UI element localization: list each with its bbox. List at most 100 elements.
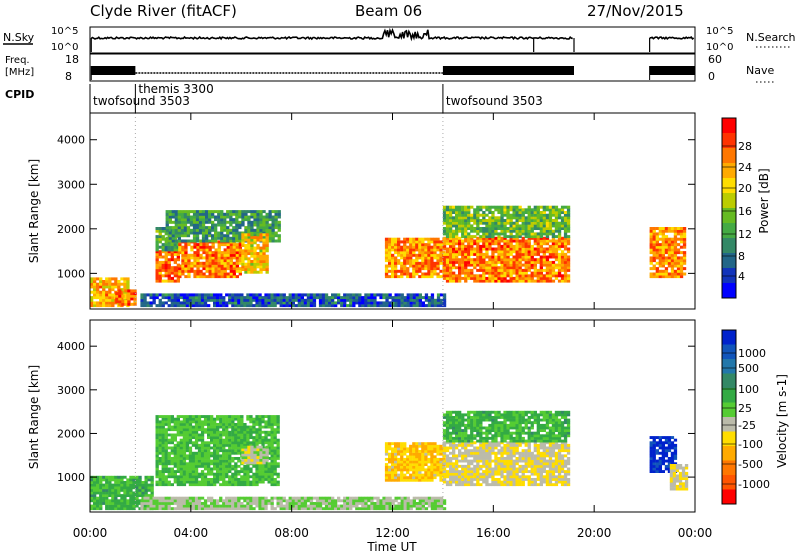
heatmap-cell [180, 226, 185, 230]
heatmap-cell [658, 261, 662, 265]
heatmap-cell [261, 504, 265, 508]
heatmap-cell [673, 256, 678, 260]
heatmap-cell [199, 243, 203, 247]
heatmap-cell [536, 208, 540, 212]
heatmap-cell [391, 499, 395, 503]
heatmap-cell [515, 232, 519, 236]
heatmap-cell [403, 473, 407, 477]
heatmap-cell [306, 301, 311, 305]
heatmap-cell [664, 275, 669, 279]
heatmap-cell [231, 425, 235, 429]
heatmap-cell [205, 243, 209, 247]
heatmap-cell [108, 280, 112, 283]
heatmap-cell [424, 267, 428, 271]
heatmap-cell [220, 215, 224, 219]
heatmap-cell [256, 252, 260, 255]
heatmap-cell [244, 215, 248, 219]
heatmap-cell [455, 221, 459, 225]
heatmap-cell [102, 496, 106, 500]
heatmap-cell [249, 480, 253, 484]
heatmap-cell [250, 244, 254, 247]
heatmap-cell [243, 298, 247, 302]
heatmap-cell [155, 425, 159, 429]
heatmap-cell [430, 507, 435, 511]
heatmap-cell [455, 274, 459, 278]
heatmap-cell [173, 449, 177, 453]
heatmap-cell [264, 304, 268, 308]
heatmap-cell [181, 261, 185, 265]
heatmap-cell [384, 478, 389, 482]
heatmap-cell [409, 253, 413, 257]
heatmap-cell [403, 253, 407, 257]
heatmap-cell [158, 293, 162, 297]
heatmap-cell [445, 239, 450, 243]
heatmap-cell [433, 507, 438, 511]
heatmap-cell [452, 276, 456, 280]
heatmap-cell [262, 265, 266, 269]
heatmap-cell [503, 235, 507, 239]
heatmap-cell [265, 235, 269, 239]
heatmap-cell [213, 438, 217, 442]
heatmap-cell [530, 244, 534, 248]
heatmap-cell [273, 428, 277, 432]
heatmap-cell [442, 268, 447, 272]
heatmap-cell [394, 261, 398, 265]
heatmap-cell [557, 274, 562, 278]
heatmap-cell [566, 274, 571, 278]
heatmap-cell [264, 507, 268, 511]
heatmap-cell [237, 417, 241, 421]
heatmap-cell [173, 258, 177, 262]
heatmap-cell [193, 259, 197, 263]
heatmap-cell [170, 470, 174, 473]
heatmap-cell [246, 304, 250, 308]
heatmap-cell [485, 205, 489, 209]
heatmap-cell [388, 499, 392, 503]
heatmap-cell [673, 251, 678, 255]
heatmap-cell [176, 433, 180, 437]
heatmap-cell [259, 453, 263, 457]
heatmap-cell [355, 507, 359, 511]
heatmap-cell [102, 290, 106, 294]
heatmap-cell [276, 441, 280, 445]
heatmap-cell [400, 251, 404, 255]
heatmap-cell [461, 219, 465, 222]
heatmap-cell [231, 475, 235, 479]
heatmap-cell [210, 462, 214, 466]
heatmap-cell [358, 502, 362, 505]
heatmap-cell [185, 298, 190, 302]
heatmap-cell [518, 244, 522, 248]
heatmap-cell [442, 502, 447, 505]
heatmap-cell [117, 481, 121, 484]
heatmap-cell [391, 267, 395, 271]
heatmap-cell [203, 423, 208, 426]
heatmap-cell [222, 499, 226, 503]
heatmap-cell [518, 250, 522, 254]
heatmap-cell [497, 250, 501, 254]
heatmap-cell [548, 279, 553, 283]
heatmap-cell [185, 504, 190, 508]
heatmap-cell [458, 227, 462, 230]
heatmap-cell [282, 507, 286, 511]
heatmap-cell [361, 499, 365, 503]
heatmap-cell [536, 247, 540, 251]
heatmap-cell [99, 483, 103, 487]
heatmap-cell [536, 219, 540, 222]
heatmap-cell [560, 258, 565, 262]
heatmap-cell [185, 423, 190, 426]
heatmap-cell [409, 251, 413, 255]
heatmap-cell [485, 208, 489, 212]
heatmap-cell [415, 267, 419, 271]
heatmap-cell [400, 452, 404, 456]
heatmap-cell [231, 423, 235, 426]
heatmap-cell [673, 237, 678, 241]
heatmap-cell [192, 239, 197, 243]
heatmap-cell [652, 245, 656, 249]
heatmap-cell [191, 301, 196, 305]
heatmap-cell [533, 268, 537, 272]
heatmap-cell [518, 235, 522, 239]
heatmap-cell [208, 245, 212, 249]
heatmap-cell [461, 252, 465, 256]
heatmap-cell [240, 470, 244, 473]
heatmap-cell [527, 274, 531, 278]
heatmap-cell [155, 245, 159, 249]
